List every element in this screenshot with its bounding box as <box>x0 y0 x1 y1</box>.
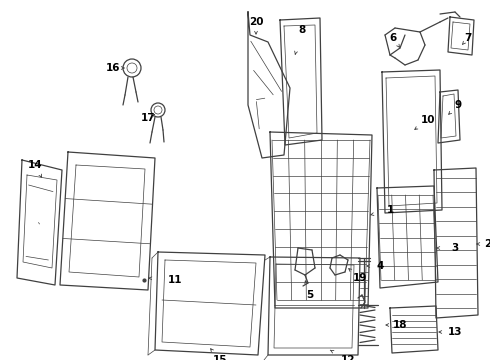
Text: 2: 2 <box>485 239 490 249</box>
Text: 15: 15 <box>213 355 227 360</box>
Text: 13: 13 <box>448 327 462 337</box>
Text: 20: 20 <box>249 17 263 27</box>
Text: 10: 10 <box>421 115 435 125</box>
Text: 5: 5 <box>306 290 314 300</box>
Text: 9: 9 <box>454 100 462 110</box>
Text: 16: 16 <box>106 63 120 73</box>
Text: 4: 4 <box>376 261 384 271</box>
Text: 11: 11 <box>168 275 182 285</box>
Text: 3: 3 <box>451 243 459 253</box>
Text: 18: 18 <box>393 320 407 330</box>
Text: 6: 6 <box>390 33 396 43</box>
Text: 19: 19 <box>353 273 367 283</box>
Text: 17: 17 <box>141 113 155 123</box>
Text: 14: 14 <box>28 160 42 170</box>
Text: 1: 1 <box>387 205 393 215</box>
Text: 8: 8 <box>298 25 306 35</box>
Text: 12: 12 <box>341 355 355 360</box>
Text: 7: 7 <box>465 33 472 43</box>
